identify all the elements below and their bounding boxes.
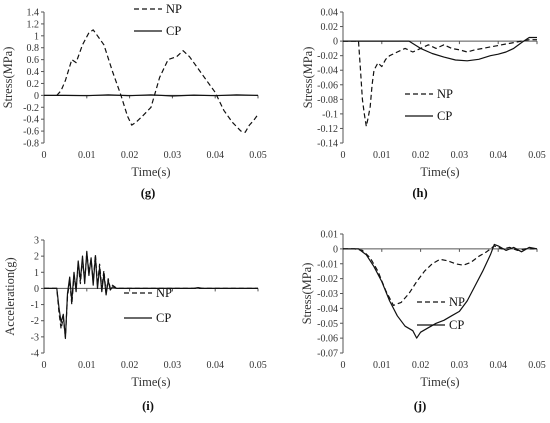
x-tick-label: 0.05 xyxy=(249,150,267,161)
y-tick-label: -0.14 xyxy=(317,139,338,150)
legend-label-cp: CP xyxy=(437,109,452,123)
panel-caption: (i) xyxy=(142,399,154,413)
y-tick-label: -3 xyxy=(31,332,39,343)
y-tick-label: -0.04 xyxy=(317,66,338,77)
x-tick-label: 0.02 xyxy=(121,360,139,371)
x-axis-title: Time(s) xyxy=(420,165,459,179)
y-tick-label: -0.6 xyxy=(23,127,39,138)
y-tick-label: -0.1 xyxy=(322,109,338,120)
x-tick-label: 0.01 xyxy=(373,150,391,161)
y-tick-label: -2 xyxy=(31,316,39,327)
x-tick-label: 0.01 xyxy=(78,150,96,161)
panel-j: 0.01 0 -0.01 -0.02 -0.03 -0.04 -0.05 -0.06 -0.07… xyxy=(300,230,546,414)
y-tick-label: 0.8 xyxy=(27,43,40,54)
y-tick-label: -0.07 xyxy=(317,349,338,360)
legend-label-np: NP xyxy=(449,295,465,309)
y-axis-title: Stress(MPa) xyxy=(301,47,315,109)
y-tick-label: 2 xyxy=(34,252,39,263)
y-tick-label: 0.04 xyxy=(321,8,339,19)
y-tick-label: -0.2 xyxy=(23,103,39,114)
y-tick-label: -0.04 xyxy=(317,304,338,315)
x-tick-label: 0.04 xyxy=(206,360,224,371)
y-tick-label: -4 xyxy=(31,349,39,360)
y-tick-label: 1 xyxy=(34,268,39,279)
legend-label-cp: CP xyxy=(449,318,464,332)
y-tick-label: -0.05 xyxy=(317,319,338,330)
y-tick-label: 0 xyxy=(333,244,338,255)
legend-label-np: NP xyxy=(156,286,172,300)
x-tick-label: 0.03 xyxy=(164,360,182,371)
legend-label-np: NP xyxy=(437,87,453,101)
y-tick-label: -0.06 xyxy=(317,334,338,345)
y-tick-label: 0.6 xyxy=(27,55,40,66)
series-line-cp xyxy=(44,250,258,340)
x-axis-title: Time(s) xyxy=(131,375,170,389)
x-tick-label: 0.04 xyxy=(206,150,224,161)
y-tick-label: 0 xyxy=(34,91,39,102)
panel-caption: (h) xyxy=(412,186,427,200)
series-line-cp xyxy=(343,243,538,339)
y-tick-label: -0.02 xyxy=(317,51,338,62)
y-tick-label: 0.2 xyxy=(27,79,40,90)
x-axis-title: Time(s) xyxy=(131,165,170,179)
x-tick-label: 0.01 xyxy=(373,360,391,371)
series-line-np xyxy=(56,29,259,133)
y-axis-title: Stress(MPa) xyxy=(1,47,15,109)
y-tick-label: -0.4 xyxy=(23,115,39,126)
x-tick-label: 0.02 xyxy=(412,360,430,371)
panel-caption: (g) xyxy=(141,186,156,200)
x-tick-label: 0.01 xyxy=(78,360,96,371)
y-tick-label: 0 xyxy=(333,37,338,48)
y-tick-label: -0.08 xyxy=(317,95,338,106)
y-tick-label: -0.01 xyxy=(317,259,338,270)
panel-g: 1.41.210.80.60.40.20-0.2-0.4-0.6-0.80 0.0… xyxy=(1,2,267,200)
y-tick-label: -0.12 xyxy=(317,124,338,135)
y-tick-label: 0.02 xyxy=(321,22,339,33)
y-tick-label: 0.01 xyxy=(321,230,339,241)
y-tick-label: -1 xyxy=(31,300,39,311)
legend-label-cp: CP xyxy=(166,24,181,38)
x-tick-label: 0.03 xyxy=(451,150,469,161)
x-tick-label: 0 xyxy=(341,150,346,161)
legend-label-np: NP xyxy=(166,2,182,16)
y-tick-label: -0.03 xyxy=(317,289,338,300)
series-line-np xyxy=(343,39,537,127)
x-axis-title: Time(s) xyxy=(420,375,459,389)
x-tick-label: 0.05 xyxy=(249,360,267,371)
y-tick-label: 1.2 xyxy=(27,19,40,30)
panel-h: 0.04 0.02 0 -0.02 -0.04 -0.06 -0.08 -0.1 -0.12 -0… xyxy=(301,8,546,201)
x-tick-label: 0.04 xyxy=(489,360,507,371)
y-tick-label: -0.02 xyxy=(317,274,338,285)
y-tick-label: -0.8 xyxy=(23,139,39,150)
y-tick-label: 1 xyxy=(34,31,39,42)
x-tick-label: 0.04 xyxy=(489,150,507,161)
y-tick-label: 3 xyxy=(34,236,39,247)
x-tick-label: 0 xyxy=(42,360,47,371)
y-tick-label: -0.06 xyxy=(317,80,338,91)
x-tick-label: 0.03 xyxy=(164,150,182,161)
x-tick-label: 0.02 xyxy=(121,150,139,161)
y-tick-label: 0.4 xyxy=(27,67,40,78)
x-tick-label: 0.05 xyxy=(528,150,546,161)
series-line-cp xyxy=(343,36,537,62)
x-tick-label: 0 xyxy=(341,360,346,371)
x-tick-label: 0.05 xyxy=(528,360,546,371)
series-line-np xyxy=(44,252,258,338)
x-tick-label: 0 xyxy=(42,150,47,161)
y-axis-title: Stress(MPa) xyxy=(300,263,314,325)
panel-caption: (j) xyxy=(414,399,427,413)
legend-label-cp: CP xyxy=(156,311,171,325)
y-tick-label: 1.4 xyxy=(27,8,40,19)
y-axis-title: Acceleration(g) xyxy=(3,257,17,335)
series-line-np xyxy=(343,245,537,306)
y-tick-label: 0 xyxy=(34,284,39,295)
x-tick-label: 0.02 xyxy=(412,150,430,161)
x-tick-label: 0.03 xyxy=(451,360,469,371)
series-line-cp xyxy=(44,94,259,97)
